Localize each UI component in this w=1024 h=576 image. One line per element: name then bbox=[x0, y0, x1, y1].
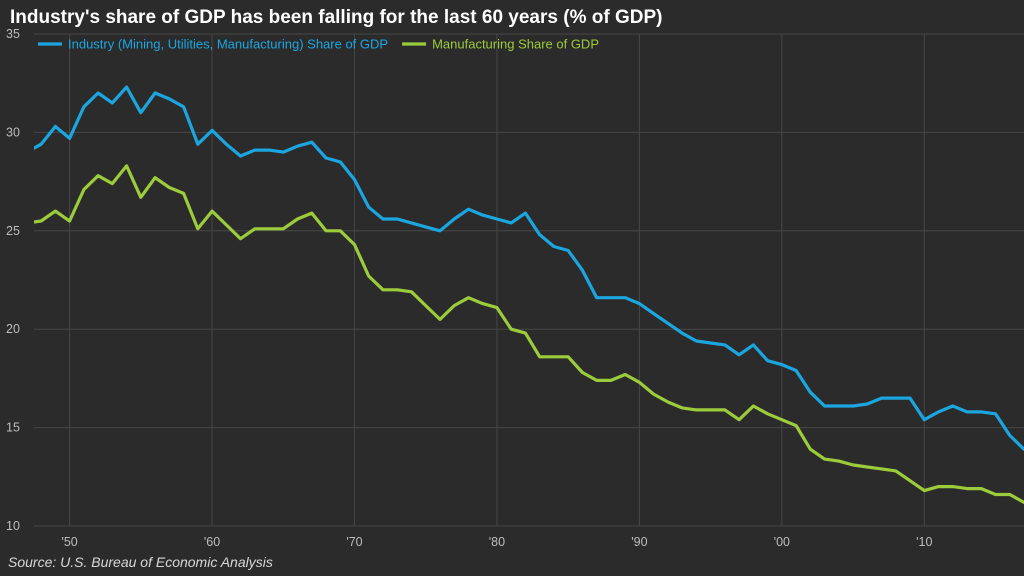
x-tick-label: '80 bbox=[489, 535, 505, 549]
source-note: Source: U.S. Bureau of Economic Analysis bbox=[8, 554, 273, 570]
legend-label: Manufacturing Share of GDP bbox=[432, 37, 599, 52]
y-tick-label: 10 bbox=[6, 519, 20, 533]
x-tick-label: '50 bbox=[61, 535, 77, 549]
chart-title: Industry's share of GDP has been falling… bbox=[10, 7, 663, 28]
axis-tick-labels: 10 15 20 25 30 35 '50 '60 '70 '80 '90 '00 '10 bbox=[6, 27, 932, 549]
x-tick-label: '00 bbox=[774, 535, 790, 549]
manufacturing-share-line bbox=[34, 164, 1024, 504]
gridlines bbox=[34, 33, 1024, 527]
legend-label: Industry (Mining, Utilities, Manufacturi… bbox=[68, 37, 388, 52]
x-tick-label: '90 bbox=[631, 535, 647, 549]
y-tick-label: 35 bbox=[6, 27, 20, 41]
y-tick-label: 15 bbox=[6, 421, 20, 435]
y-tick-label: 25 bbox=[6, 224, 20, 238]
legend: Industry (Mining, Utilities, Manufacturi… bbox=[38, 37, 599, 52]
series-lines bbox=[34, 85, 1024, 504]
x-tick-label: '10 bbox=[916, 535, 932, 549]
y-tick-label: 30 bbox=[6, 125, 20, 139]
y-tick-label: 20 bbox=[6, 322, 20, 336]
x-tick-label: '60 bbox=[204, 535, 220, 549]
industry-share-line bbox=[34, 85, 1024, 451]
x-tick-label: '70 bbox=[346, 535, 362, 549]
